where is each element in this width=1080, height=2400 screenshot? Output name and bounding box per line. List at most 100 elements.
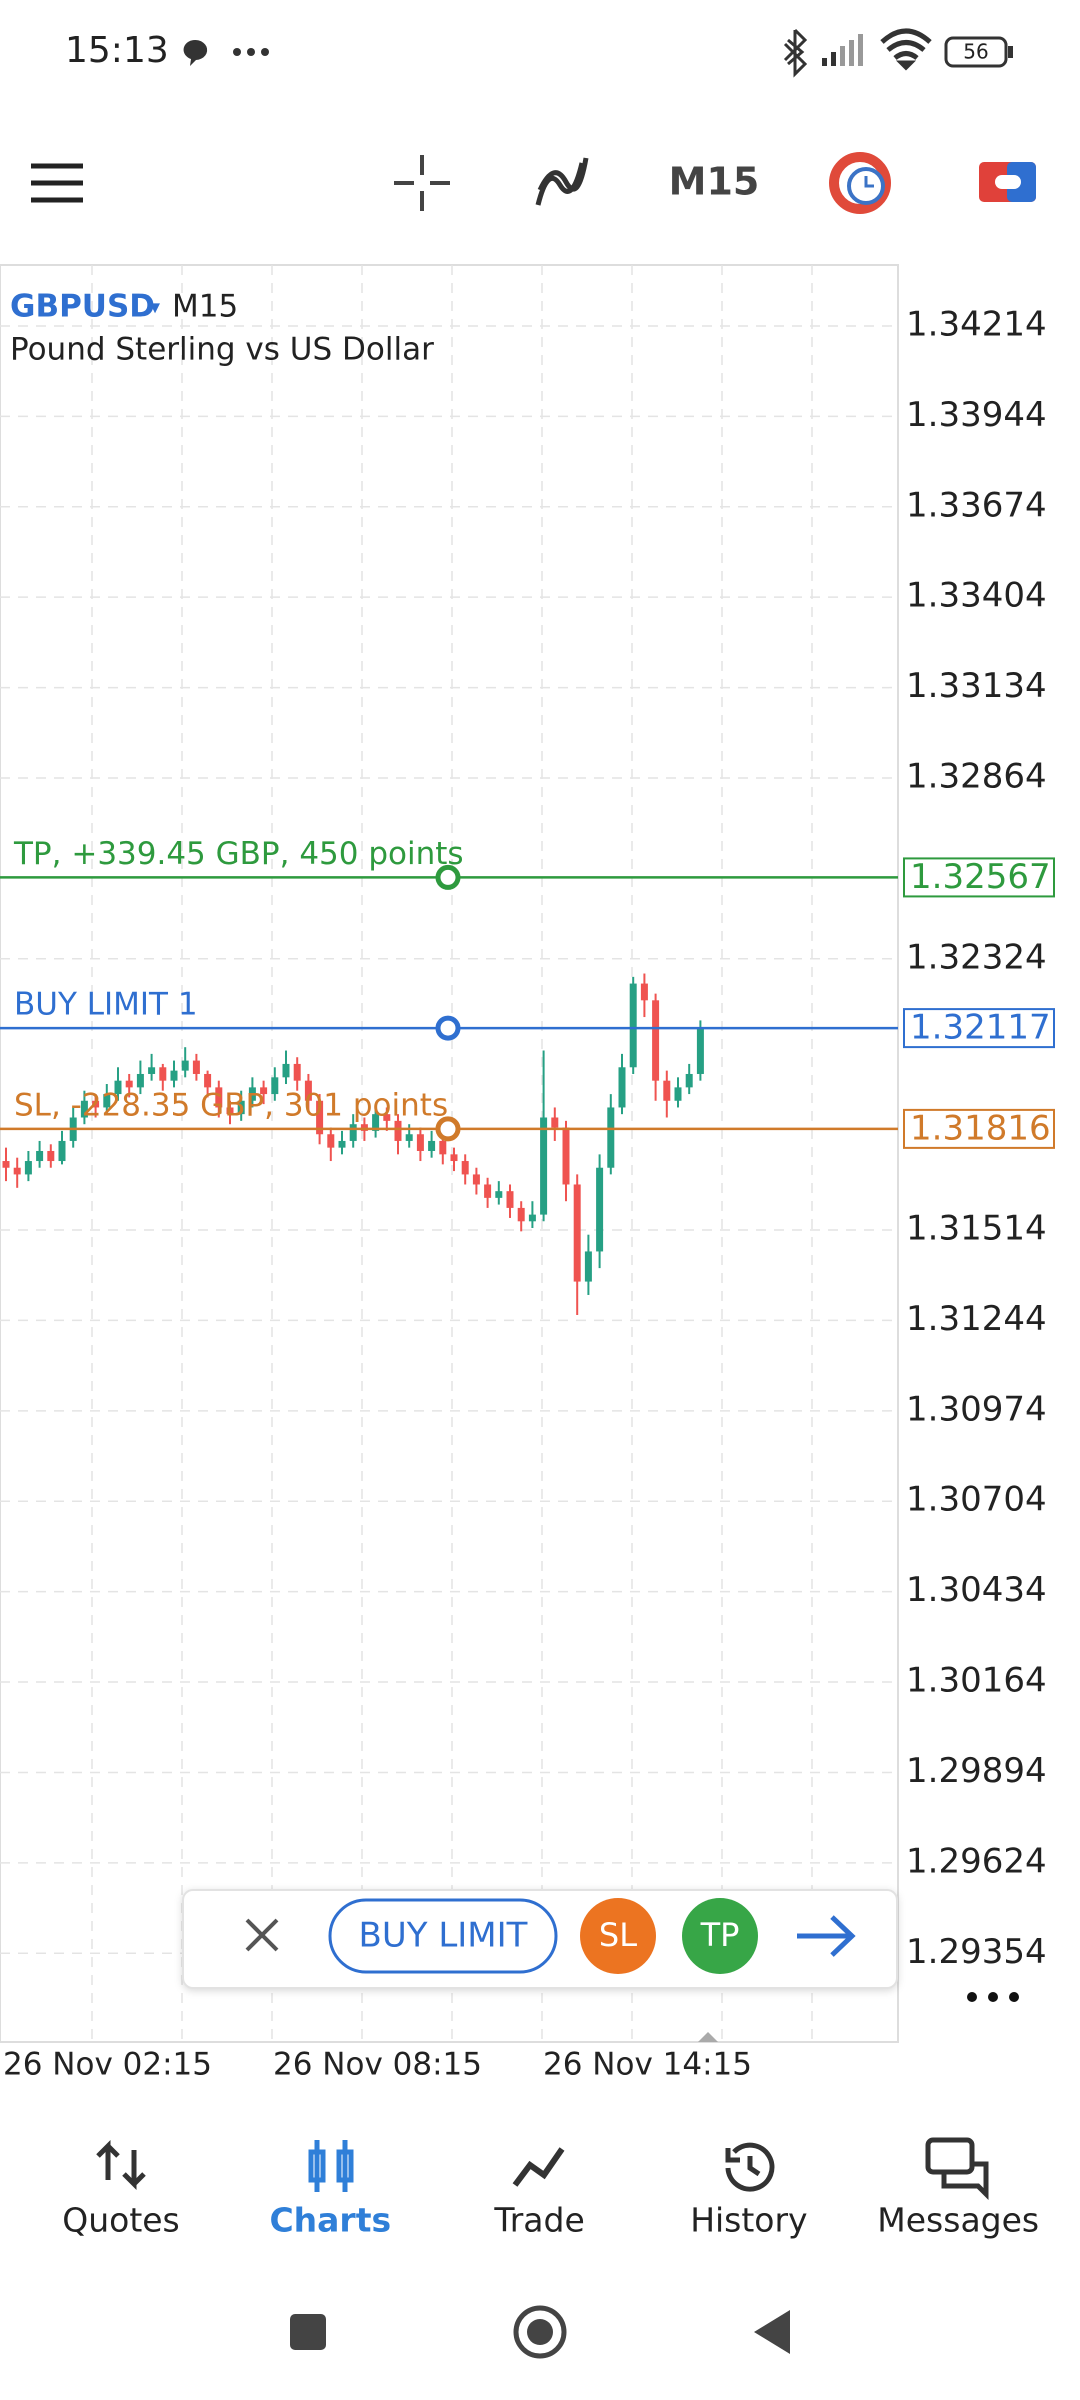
nav-label[interactable]: Messages [877, 2201, 1039, 2240]
messages-icon[interactable] [925, 2137, 989, 2201]
candle-body [304, 1080, 312, 1101]
sl-circle[interactable] [580, 1898, 656, 1974]
candle-body [562, 1127, 570, 1185]
candle-body [327, 1134, 335, 1148]
candle-body [215, 1087, 223, 1108]
time-label: 26 Nov 08:15 [273, 2047, 482, 2083]
bluetooth-icon [783, 28, 808, 78]
bottom-nav [0, 2090, 1080, 2280]
symbol-dropdown[interactable]: ▾ [150, 295, 160, 319]
candle-body [394, 1120, 402, 1141]
candle-body [293, 1063, 301, 1081]
indicators-icon[interactable] [535, 157, 589, 206]
charts-icon[interactable] [308, 2140, 354, 2192]
price-tick-label: 1.30974 [906, 1389, 1047, 1429]
candle-body [506, 1191, 514, 1208]
close-button[interactable] [245, 1918, 279, 1952]
candle-body [13, 1167, 21, 1175]
next-button[interactable] [797, 1915, 856, 1957]
trade-clock-icon[interactable] [829, 152, 891, 214]
candle-body [148, 1067, 156, 1074]
nav-label[interactable]: History [690, 2201, 807, 2240]
crosshair-icon[interactable] [394, 155, 450, 211]
tp-button[interactable]: TP [700, 1916, 740, 1954]
candle-body [170, 1070, 178, 1081]
level-price: 1.32567 [910, 857, 1051, 897]
price-tick-label: 1.33404 [906, 576, 1047, 616]
buy-limit-pill[interactable] [328, 1898, 558, 1974]
candle-body [192, 1060, 200, 1074]
candle-body [618, 1067, 626, 1108]
nav-label[interactable]: Quotes [62, 2201, 180, 2240]
chart-timeframe: M15 [172, 289, 238, 325]
symbol[interactable]: GBPUSD [10, 289, 155, 325]
home-ring[interactable] [513, 2305, 567, 2359]
price-tick-label: 1.33134 [906, 666, 1047, 706]
recents-button[interactable] [290, 2314, 326, 2350]
candle-body [674, 1087, 682, 1101]
quotes-icon[interactable] [96, 2139, 146, 2191]
battery-icon [944, 36, 1008, 68]
candle-body [484, 1184, 492, 1198]
candle-body [472, 1174, 480, 1185]
candle-body [495, 1191, 503, 1198]
candle-body [237, 1100, 245, 1115]
level-label: SL, -228.35 GBP, 301 points [14, 1087, 448, 1123]
level-price-box [903, 857, 1055, 898]
candle-body [584, 1251, 592, 1282]
candle-body [226, 1107, 234, 1115]
menu-icon[interactable] [31, 163, 83, 203]
time-label: 26 Nov 02:15 [3, 2047, 212, 2083]
candle-body [383, 1114, 391, 1121]
candle-body [652, 1000, 660, 1081]
sl-button[interactable]: SL [599, 1916, 637, 1954]
candle-body [551, 1117, 559, 1128]
candle-body [461, 1161, 469, 1175]
wifi-icon [880, 28, 932, 71]
chart-more[interactable] [967, 1992, 1019, 2002]
candle-body [24, 1161, 32, 1175]
candle-body [685, 1073, 693, 1088]
tp-circle[interactable] [682, 1898, 758, 1974]
time-label: 26 Nov 14:15 [543, 2047, 752, 2083]
battery-tip [1008, 46, 1013, 58]
candle-body [372, 1114, 380, 1131]
level-price: 1.31816 [910, 1108, 1051, 1148]
level-price-box [903, 1008, 1055, 1049]
chat-icon [183, 40, 208, 66]
nav-label[interactable]: Trade [493, 2201, 584, 2240]
level-label: BUY LIMIT 1 [14, 987, 198, 1023]
candle-body [248, 1087, 256, 1101]
buy-limit-button[interactable]: BUY LIMIT [359, 1916, 528, 1956]
candle-body [282, 1063, 290, 1078]
level-handle [435, 1116, 461, 1142]
candle-body [181, 1060, 189, 1071]
nav-label[interactable]: Charts [269, 2201, 391, 2240]
order-icon[interactable] [979, 162, 1036, 202]
candle-body [573, 1184, 581, 1282]
more-icon [233, 48, 269, 56]
candle-body [80, 1100, 88, 1118]
price-tick-label: 1.31514 [906, 1209, 1047, 1249]
price-tick-label: 1.30704 [906, 1480, 1047, 1520]
candle-body [360, 1124, 368, 1131]
price-tick-label: 1.31244 [906, 1299, 1047, 1339]
trade-icon[interactable] [512, 2147, 565, 2187]
candle-body [640, 983, 648, 1001]
candle-body [47, 1150, 55, 1162]
history-icon[interactable] [725, 2142, 775, 2192]
battery-level: 56 [963, 40, 988, 64]
candle-body [663, 1080, 671, 1101]
candle-body [596, 1167, 604, 1252]
candle-body [316, 1100, 324, 1135]
back-button[interactable] [754, 2310, 790, 2354]
home-button[interactable] [527, 2319, 553, 2345]
candle-body [103, 1094, 111, 1108]
price-tick-label: 1.33944 [906, 395, 1047, 435]
candle-body [136, 1073, 144, 1088]
level-price: 1.32117 [910, 1008, 1051, 1048]
candle-body [114, 1080, 122, 1095]
candle-body [271, 1077, 279, 1095]
timeframe-button[interactable]: M15 [669, 160, 760, 204]
